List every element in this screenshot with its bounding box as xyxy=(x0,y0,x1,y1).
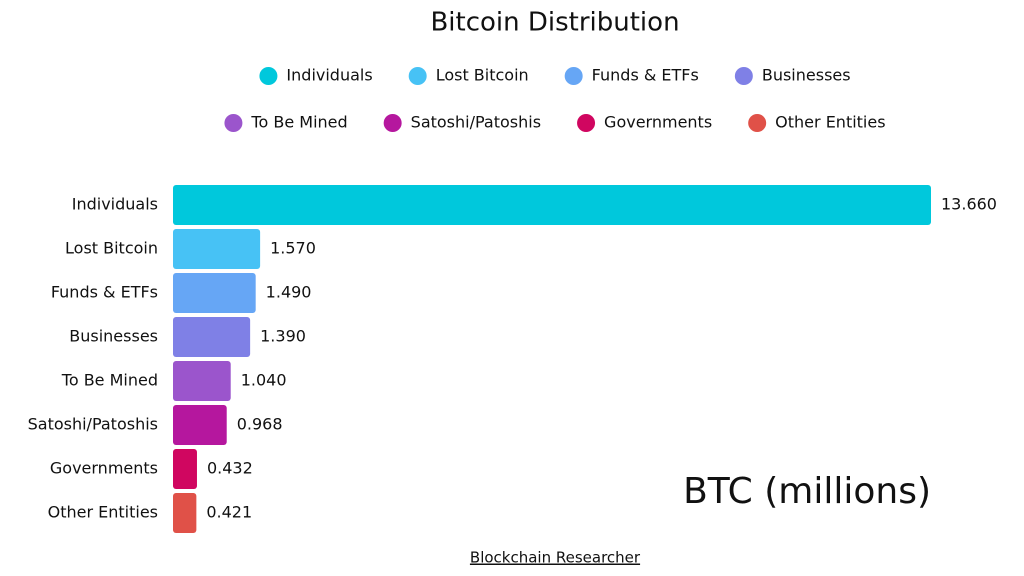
legend-swatch xyxy=(748,114,767,132)
legend-label: Other Entities xyxy=(775,113,885,132)
legend-label: Satoshi/Patoshis xyxy=(411,113,541,132)
legend-swatch xyxy=(734,67,753,85)
bar xyxy=(173,361,231,401)
bar xyxy=(173,229,261,269)
source-link[interactable]: Blockchain Researcher xyxy=(470,549,641,567)
legend-swatch xyxy=(383,114,402,132)
category-label: Funds & ETFs xyxy=(51,283,158,302)
category-label: Businesses xyxy=(69,327,158,346)
value-label: 1.040 xyxy=(241,371,287,390)
legend-label: Individuals xyxy=(286,66,372,85)
legend-label: Lost Bitcoin xyxy=(436,66,529,85)
value-label: 0.432 xyxy=(207,459,253,478)
bar xyxy=(173,273,256,313)
legend-swatch xyxy=(224,114,243,132)
category-label: Other Entities xyxy=(48,503,158,522)
category-label: Individuals xyxy=(72,195,158,214)
value-label: 1.390 xyxy=(260,327,306,346)
category-label: Lost Bitcoin xyxy=(65,239,158,258)
bar xyxy=(173,317,251,357)
value-label: 13.660 xyxy=(941,195,997,214)
legend-label: To Be Mined xyxy=(250,113,347,132)
chart-title: Bitcoin Distribution xyxy=(430,8,679,38)
bar xyxy=(173,493,197,533)
legend-swatch xyxy=(564,67,583,85)
bar xyxy=(173,405,227,445)
legend-label: Businesses xyxy=(762,66,851,85)
value-label: 1.570 xyxy=(270,239,316,258)
category-label: Governments xyxy=(50,459,158,478)
legend-swatch xyxy=(577,114,596,132)
legend-swatch xyxy=(408,67,427,85)
legend-label: Funds & ETFs xyxy=(592,66,699,85)
value-label: 1.490 xyxy=(266,283,312,302)
bar xyxy=(173,185,931,225)
bar xyxy=(173,449,197,489)
category-label: Satoshi/Patoshis xyxy=(28,415,158,434)
legend-label: Governments xyxy=(604,113,712,132)
value-label: 0.968 xyxy=(237,415,283,434)
legend-swatch xyxy=(259,67,278,85)
unit-annotation: BTC (millions) xyxy=(683,471,931,512)
category-label: To Be Mined xyxy=(61,371,158,390)
value-label: 0.421 xyxy=(206,503,252,522)
